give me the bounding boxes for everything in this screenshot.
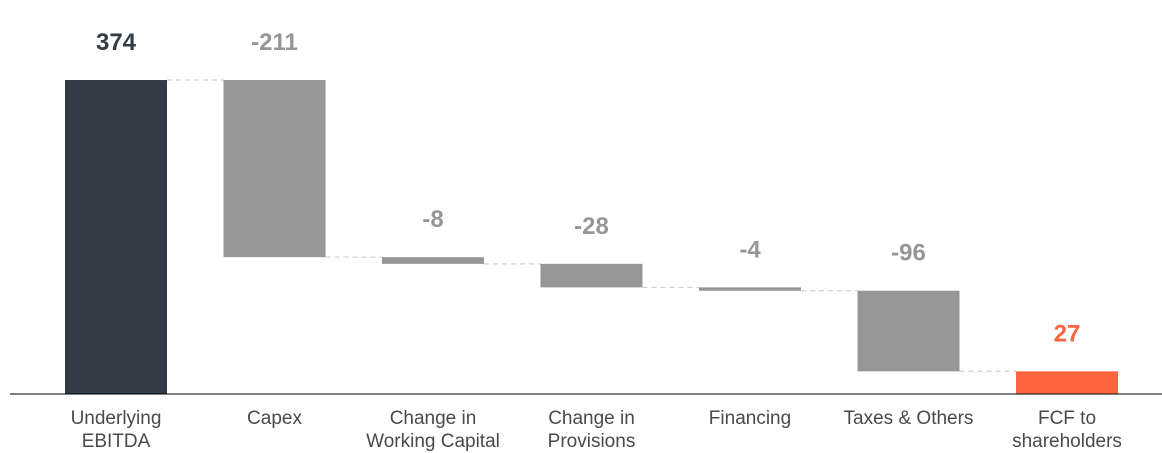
value-label-financing: -4 [739,236,761,263]
category-label-taxes-and-others: Taxes & Others [844,408,974,429]
value-label-capex: -211 [251,29,298,56]
bar-underlying-ebitda [65,80,167,394]
category-label-line: Underlying [71,408,162,429]
bars-group [65,80,1118,394]
bar-change-in-provisions [540,263,643,288]
value-label-fcf-to-shareholders: 27 [1054,320,1081,347]
value-label-taxes-and-others: -96 [891,240,926,267]
category-label-line: Change in [390,408,477,429]
category-label-change-in-provisions: Change in Provisions [548,408,636,452]
category-label-line: FCF to [1038,408,1096,429]
category-label-fcf-to-shareholders: FCF to shareholders [1012,408,1122,452]
category-label-line: Financing [709,408,791,429]
category-label-line: shareholders [1012,431,1122,452]
category-label-financing: Financing [709,408,791,429]
category-label-line: Taxes & Others [844,408,974,429]
category-label-capex: Capex [247,408,302,429]
category-label-change-in-working-capital: Change in Working Capital [366,408,500,452]
connector-lines [167,79,1016,372]
value-label-change-in-provisions: -28 [574,213,609,240]
bar-change-in-working-capital [382,257,484,264]
category-label-line: Capex [247,408,302,429]
category-label-underlying-ebitda: Underlying EBITDA [71,408,162,452]
category-label-line: Working Capital [366,431,500,452]
category-label-line: Provisions [548,431,636,452]
value-labels: 374 -211 -8 -28 -4 -96 27 [96,29,1080,347]
bar-capex [223,80,326,258]
value-label-change-in-working-capital: -8 [422,206,443,233]
value-label-underlying-ebitda: 374 [96,29,137,56]
bar-fcf-to-shareholders [1016,371,1118,394]
category-label-line: EBITDA [82,431,151,452]
bar-financing [699,287,801,291]
bar-taxes-and-others [857,290,960,372]
category-label-line: Change in [548,408,635,429]
